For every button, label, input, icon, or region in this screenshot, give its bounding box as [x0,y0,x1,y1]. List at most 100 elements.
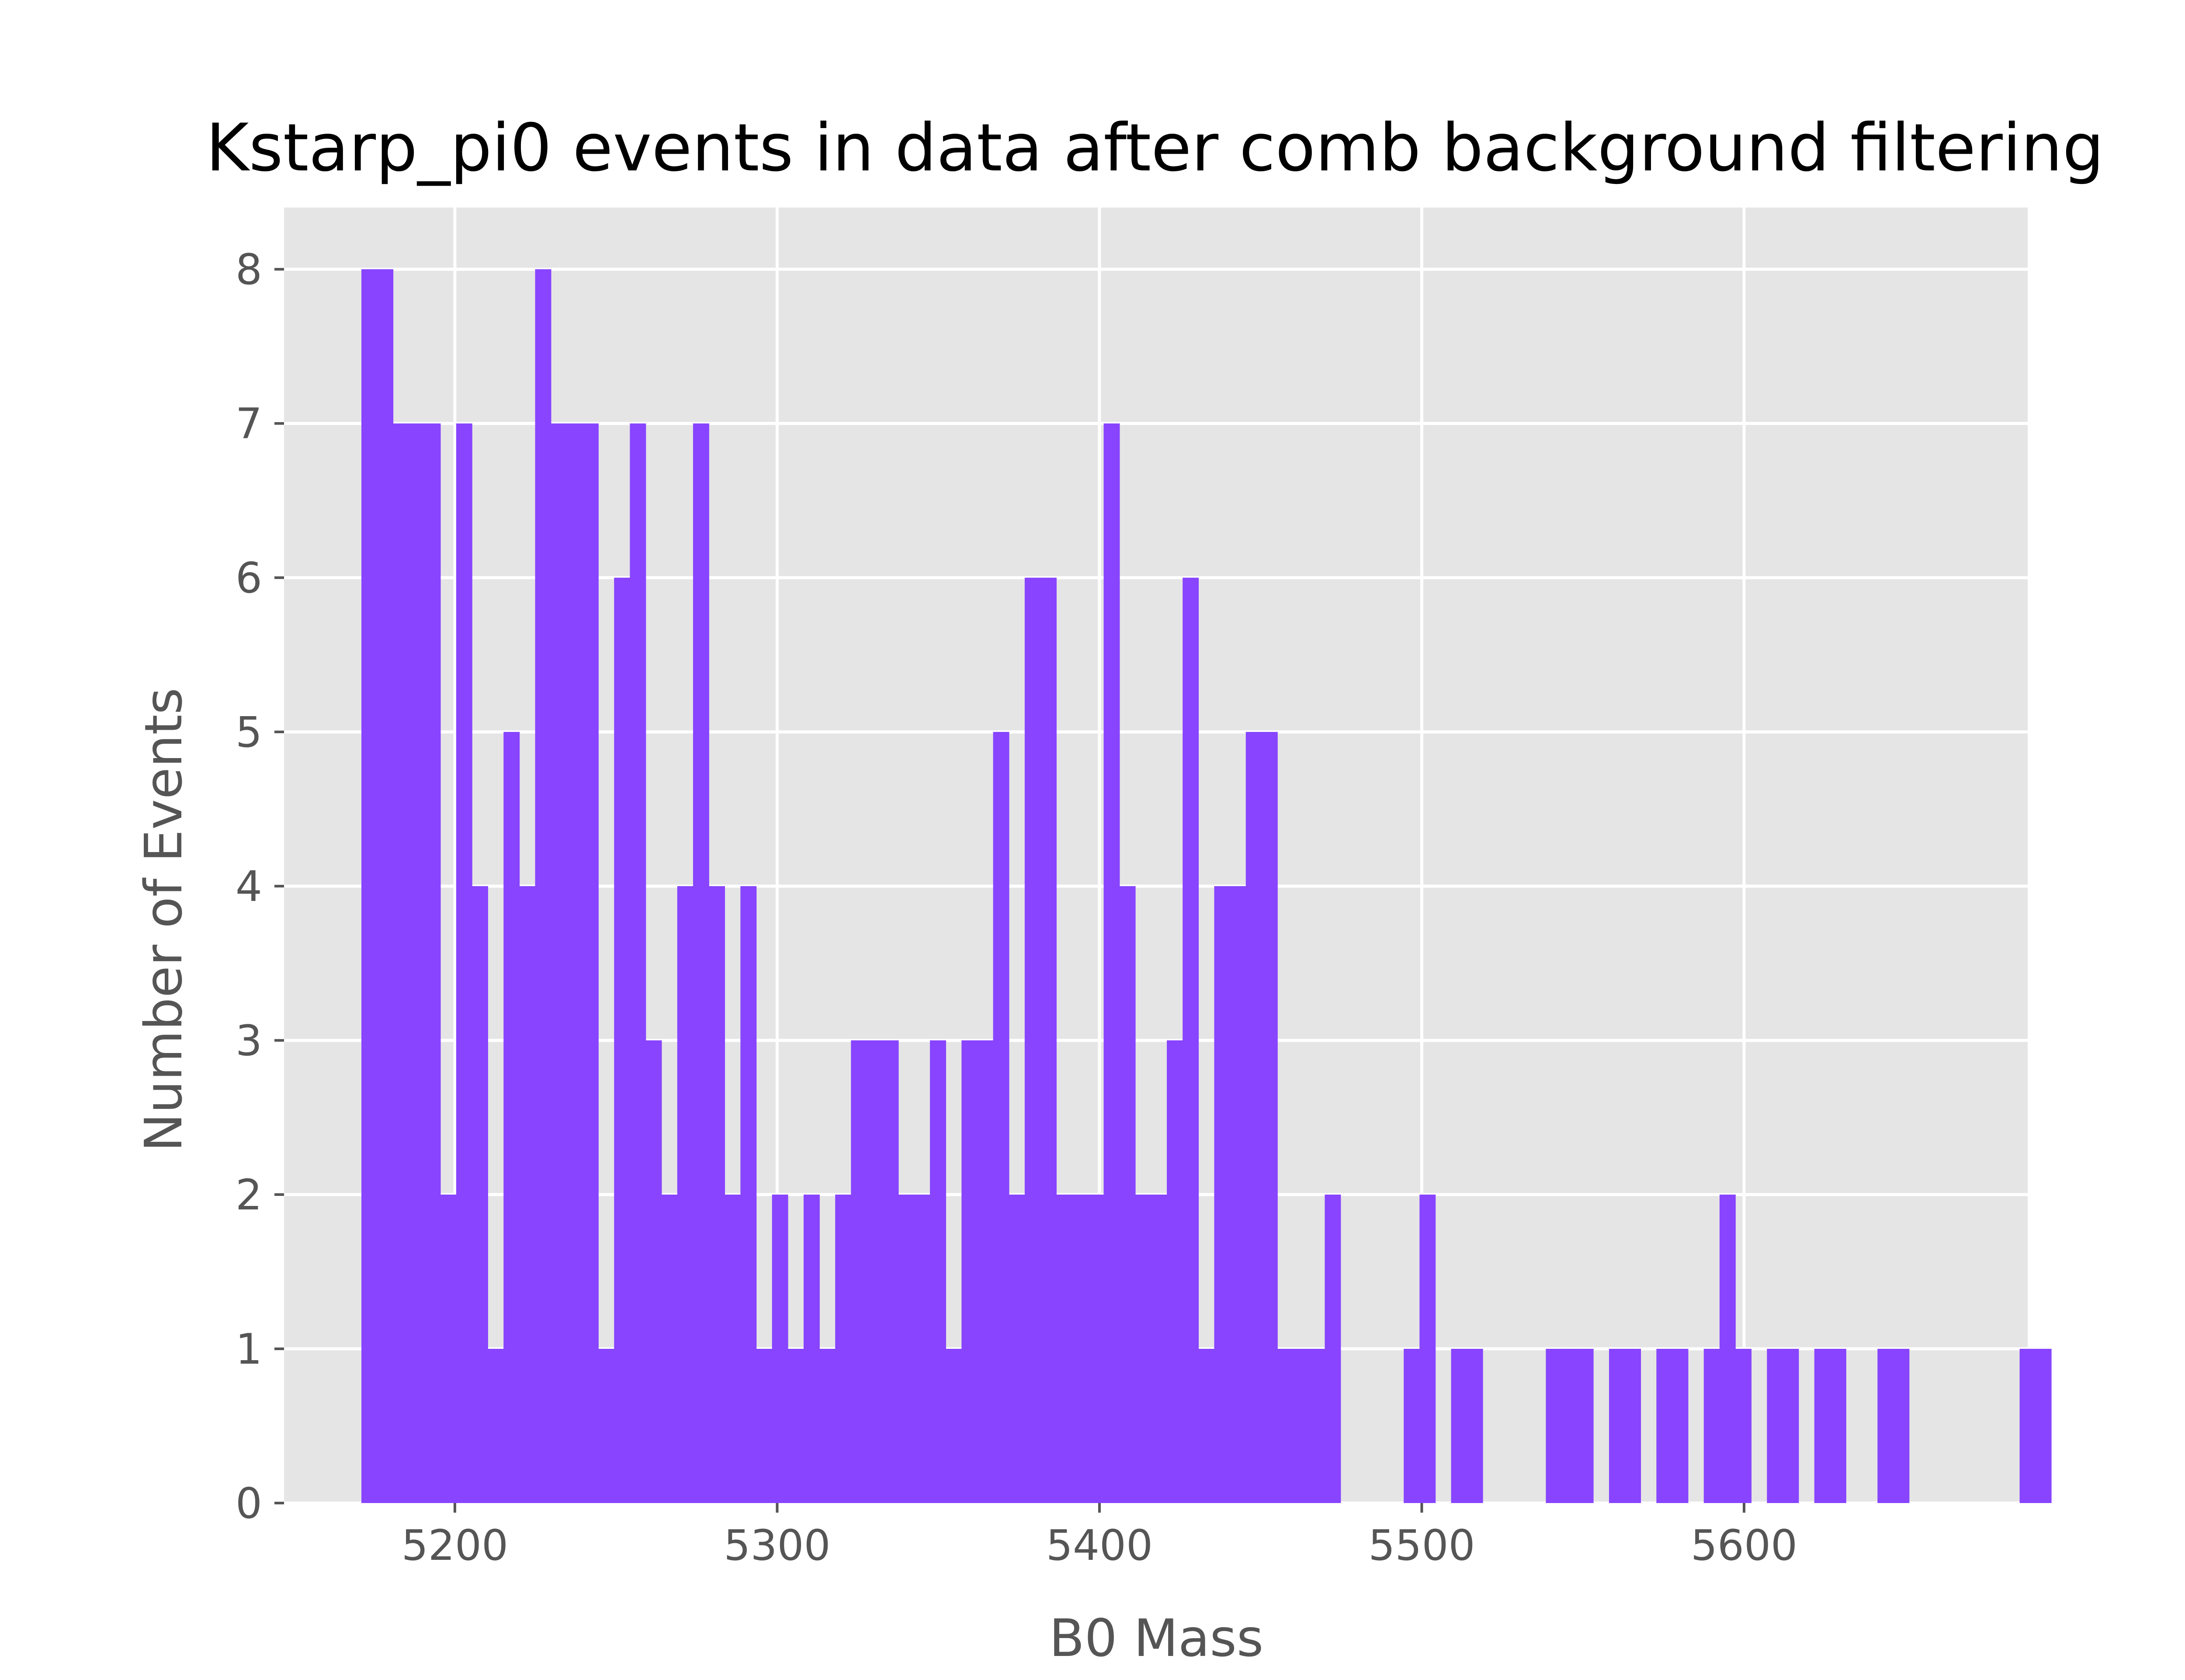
histogram-bar [867,1040,883,1503]
x-tick-label: 5400 [1046,1521,1153,1570]
histogram-bar [1419,1195,1436,1503]
histogram-bar [1672,1349,1689,1503]
x-tick-label: 5500 [1368,1521,1475,1570]
histogram-bar [393,423,409,1503]
histogram-bar [835,1195,852,1503]
x-axis-ticks: 5200 5300 5400 5500 5600 [402,1503,1797,1570]
x-tick-label: 5300 [724,1521,830,1570]
histogram-bar [740,886,757,1503]
histogram-bar [566,423,583,1503]
histogram-bar [1040,578,1057,1503]
histogram-bar [551,423,567,1503]
histogram-bar [677,886,694,1503]
histogram-bars [361,269,2052,1503]
histogram-bar [929,1040,946,1503]
y-tick-label: 2 [236,1171,262,1219]
histogram-bar [582,423,599,1503]
histogram-bar [882,1040,899,1503]
histogram-bar [725,1195,741,1503]
histogram-bar [1814,1349,1831,1503]
histogram-bar [1277,1349,1294,1503]
histogram-bar [1830,1349,1846,1503]
histogram-bar [535,269,551,1503]
histogram-bar [598,1349,615,1503]
histogram-bar [1309,1349,1325,1503]
histogram-bar [1735,1349,1752,1503]
histogram-bar [1877,1349,1894,1503]
histogram-bar [1703,1349,1720,1503]
histogram-bar [1245,732,1262,1503]
histogram-bar [1072,1195,1089,1503]
histogram-bar [409,423,425,1503]
histogram-bar [1656,1349,1673,1503]
histogram-bar [787,1349,804,1503]
histogram-bar [1088,1195,1104,1503]
histogram-bar [961,1040,978,1503]
x-tick-label: 5200 [402,1521,508,1570]
y-tick-label: 1 [236,1325,262,1374]
y-tick-label: 4 [236,862,262,911]
histogram-bar [1167,1040,1183,1503]
y-tick-label: 7 [236,399,262,448]
histogram-bar [803,1195,820,1503]
histogram-bar [361,269,378,1503]
histogram-bar [1767,1349,1783,1503]
histogram-bar [756,1349,773,1503]
histogram-bar [645,1040,662,1503]
histogram-bar [424,423,441,1503]
histogram-bar [1183,578,1199,1503]
histogram-bar [914,1195,930,1503]
histogram-bar [440,1195,457,1503]
histogram-bar [488,1349,504,1503]
histogram-bar [1451,1349,1467,1503]
histogram-bar [377,269,394,1503]
histogram-bar [2019,1349,2036,1503]
histogram-bar [1893,1349,1910,1503]
histogram-bar [1230,886,1246,1503]
histogram-bar [1135,1195,1151,1503]
histogram-bar [772,1195,788,1503]
histogram-bar [503,732,520,1503]
y-tick-label: 3 [236,1016,262,1065]
chart-title: Kstarp_pi0 events in data after comb bac… [206,110,2104,186]
histogram-bar [1783,1349,1799,1503]
histogram-bar [1261,732,1278,1503]
histogram-bar [1293,1349,1310,1503]
x-axis-label: B0 Mass [1049,1608,1264,1668]
histogram-bar [1103,423,1120,1503]
histogram-bar [1561,1349,1578,1503]
histogram-bar [456,423,472,1503]
histogram-bar [1609,1349,1625,1503]
histogram-bar [2035,1349,2052,1503]
y-axis-label: Number of Events [133,688,194,1152]
histogram-bar [1198,1349,1215,1503]
histogram-bar [519,886,536,1503]
histogram-bar [1009,1195,1025,1503]
histogram-bar [977,1040,994,1503]
histogram-bar [898,1195,915,1503]
histogram-bar [1325,1195,1341,1503]
histogram-bar [1119,886,1136,1503]
y-tick-label: 0 [236,1479,262,1528]
histogram-bar [946,1349,962,1503]
y-axis-ticks: 0 1 2 3 4 5 6 7 8 [236,245,284,1528]
histogram-bar [819,1349,836,1503]
histogram-bar [993,732,1009,1503]
histogram-bar [1546,1349,1562,1503]
histogram-bar [1214,886,1231,1503]
histogram-bar [630,423,646,1503]
histogram-bar [851,1040,867,1503]
histogram-bar [1151,1195,1167,1503]
histogram-bar [693,423,709,1503]
y-tick-label: 6 [236,554,262,603]
x-tick-label: 5600 [1691,1521,1797,1570]
histogram-bar [1577,1349,1594,1503]
y-tick-label: 5 [236,708,262,757]
histogram-bar [1625,1349,1641,1503]
histogram-bar [1719,1195,1736,1503]
histogram-bar [1404,1349,1420,1503]
histogram-bar [1024,578,1041,1503]
y-tick-label: 8 [236,245,262,294]
